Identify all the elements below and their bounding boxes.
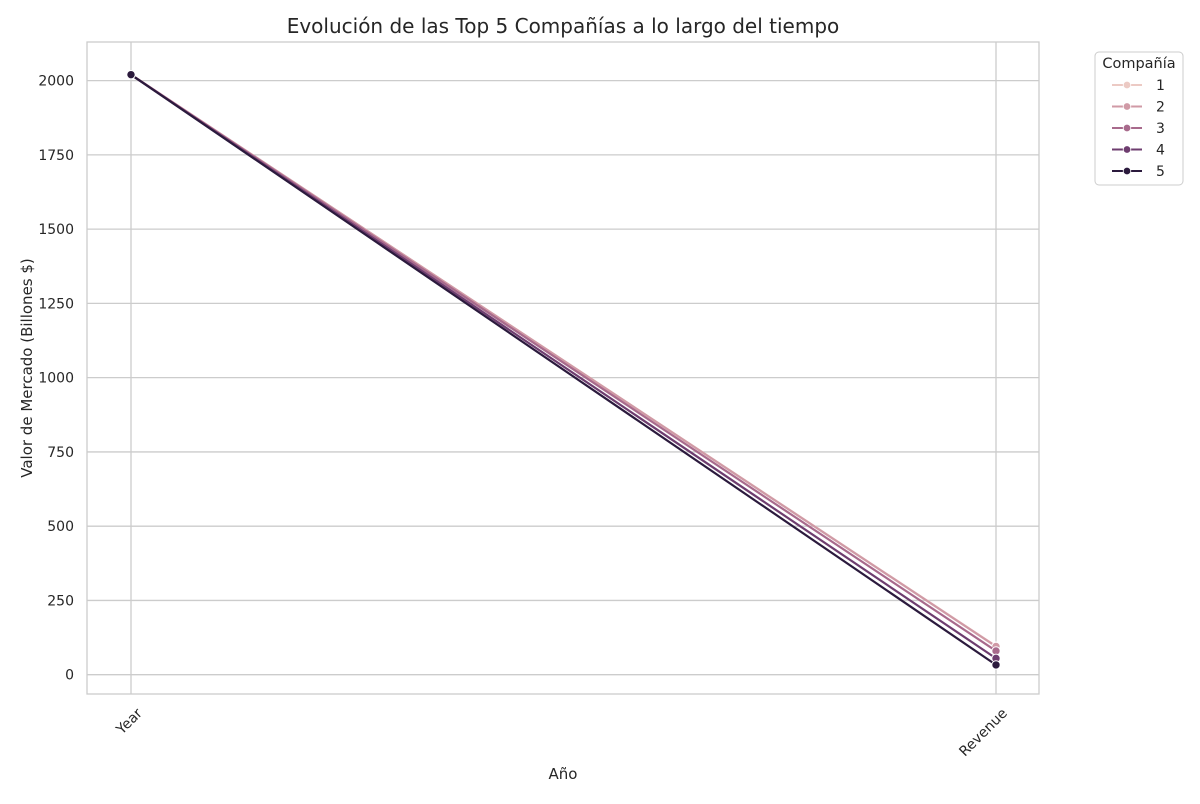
plot-frame <box>86 41 1040 695</box>
legend-marker <box>1122 80 1132 90</box>
x-tick-label: Year <box>113 705 146 738</box>
legend-marker <box>1122 102 1132 111</box>
legend-entry-label: 3 <box>1156 121 1165 137</box>
legend-entry-label: 4 <box>1156 143 1165 159</box>
y-tick-label: 1750 <box>38 148 74 164</box>
y-tick-label: 250 <box>47 593 74 609</box>
y-tick-label: 750 <box>47 445 74 461</box>
x-tick-label: Revenue <box>956 706 1010 760</box>
legend-title: Compañía <box>1102 56 1175 72</box>
data-point <box>126 69 136 80</box>
legend-entry-label: 1 <box>1156 78 1165 94</box>
y-axis-label: Valor de Mercado (Billones $) <box>18 258 36 478</box>
legend-marker <box>1122 123 1132 133</box>
y-tick-label: 0 <box>65 668 74 684</box>
chart-title: Evolución de las Top 5 Compañías a lo la… <box>287 14 840 38</box>
x-tick-labels: Year Revenue <box>113 705 1011 760</box>
legend-entry-label: 5 <box>1156 164 1165 180</box>
y-tick-label: 500 <box>47 519 74 535</box>
data-point <box>991 660 1001 670</box>
y-tick-label: 1500 <box>38 222 74 238</box>
legend-marker <box>1122 166 1132 176</box>
y-tick-label: 1250 <box>38 296 74 312</box>
y-tick-label: 1000 <box>38 371 74 387</box>
grid-layer <box>87 42 1039 694</box>
legend-marker <box>1122 145 1132 154</box>
legend: Compañía 1 2 3 4 5 <box>1094 51 1184 186</box>
series-line <box>129 73 998 666</box>
x-axis-label: Año <box>549 765 578 783</box>
y-tick-label: 2000 <box>38 74 74 90</box>
legend-items: 1 2 3 4 5 <box>1112 78 1165 180</box>
y-tick-labels: 0 250 500 750 1000 1250 1500 1750 2000 <box>38 74 74 684</box>
series-layer <box>126 69 1001 670</box>
legend-entry-label: 2 <box>1156 100 1165 116</box>
